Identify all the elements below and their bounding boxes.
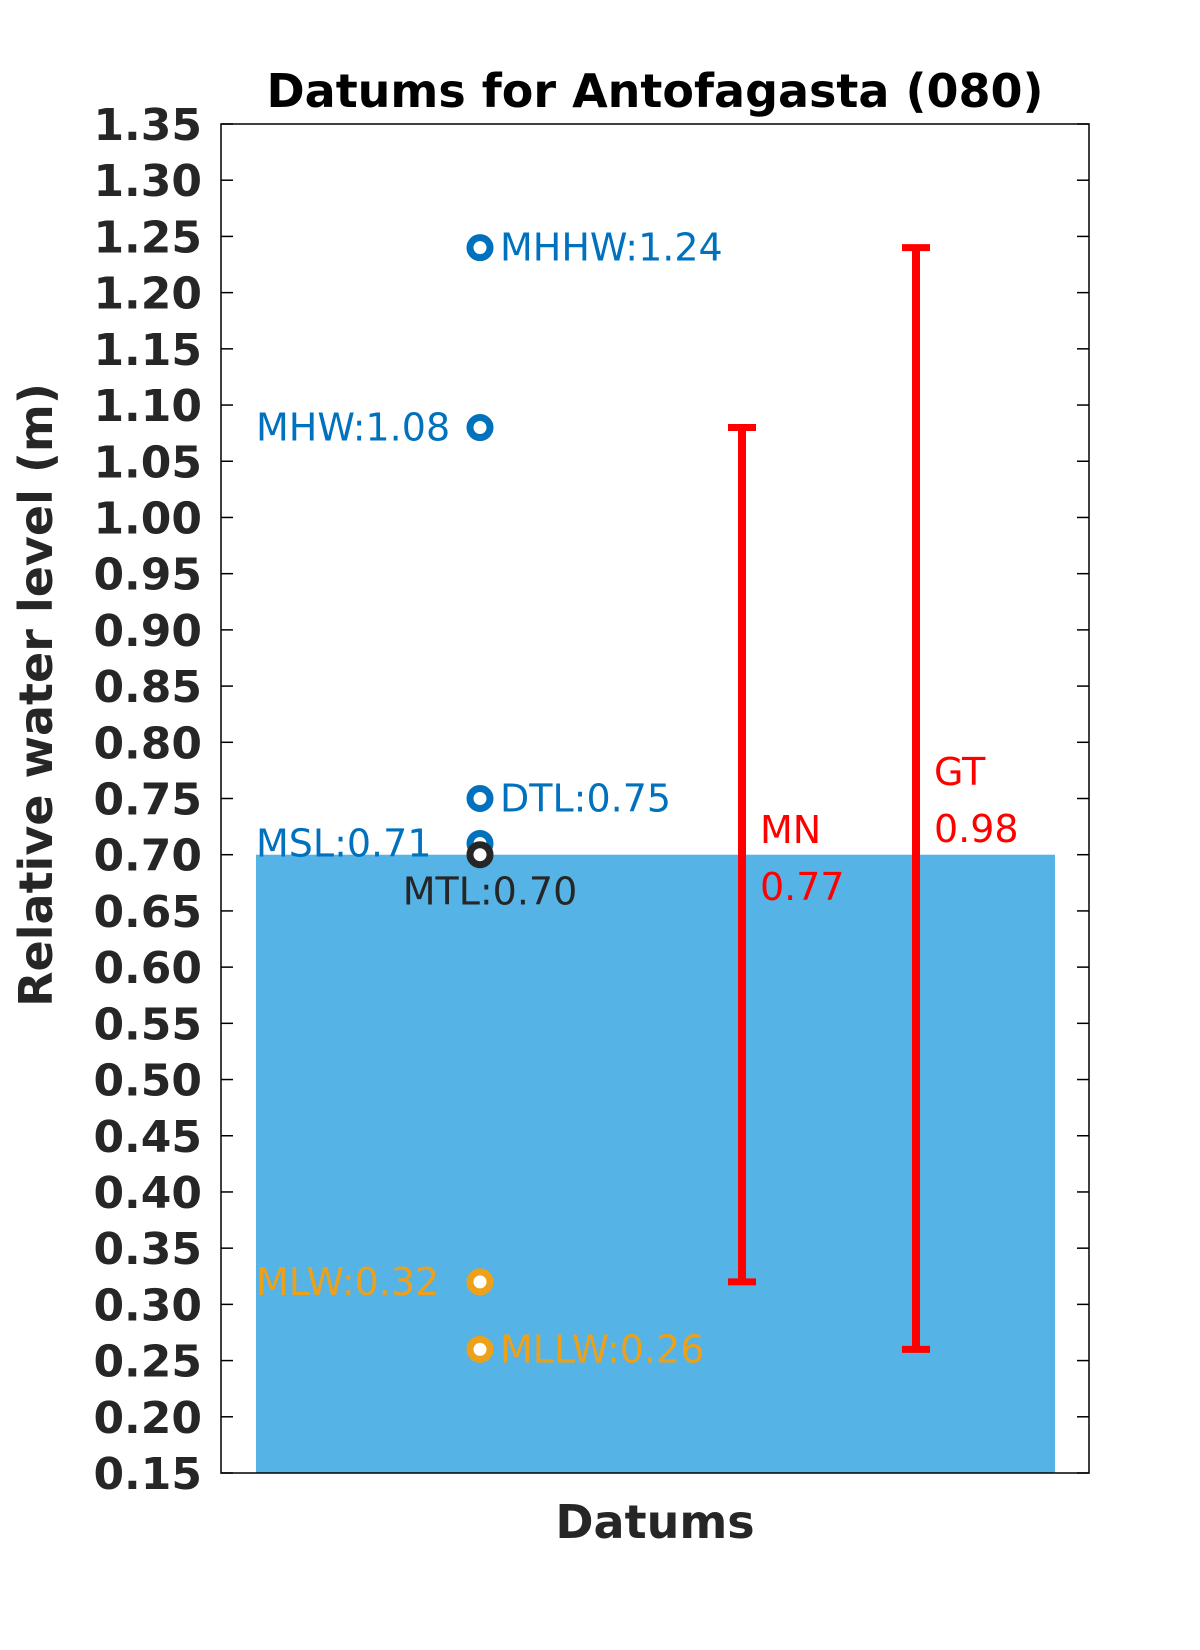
range-label-mn: MN (760, 808, 821, 852)
y-tick-label: 0.30 (93, 1280, 202, 1331)
range-value-mn: 0.77 (760, 865, 845, 909)
marker-dtl (466, 785, 494, 812)
marker-mhhw (466, 234, 494, 262)
y-tick-label: 0.20 (93, 1393, 202, 1444)
datum-label-mhw: MHW:1.08 (256, 406, 450, 450)
y-axis-label: Relative water level (m) (9, 383, 63, 1007)
range-value-gt: 0.98 (934, 807, 1019, 851)
y-tick-label: 0.75 (93, 775, 202, 826)
range-label-gt: GT (934, 750, 986, 794)
chart-title: Datums for Antofagasta (080) (266, 64, 1043, 118)
y-tick-label: 1.05 (93, 437, 202, 488)
marker-mhw (466, 414, 494, 442)
marker-mlw (466, 1268, 494, 1296)
y-tick-label: 0.60 (93, 943, 202, 994)
y-tick-label: 0.50 (93, 1056, 202, 1107)
y-tick-label: 0.25 (93, 1337, 202, 1388)
y-tick-label: 1.30 (93, 156, 202, 207)
y-tick-label: 0.80 (93, 718, 202, 769)
y-tick-label: 1.10 (93, 381, 202, 432)
datum-label-mtl: MTL:0.70 (403, 870, 578, 914)
datum-label-msl: MSL:0.71 (256, 821, 432, 865)
y-tick-label: 0.40 (93, 1168, 202, 1219)
datum-label-mllw: MLLW:0.26 (500, 1327, 704, 1371)
datum-label-mlw: MLW:0.32 (256, 1260, 439, 1304)
y-tick-label: 1.15 (93, 325, 202, 376)
plot-area: 0.150.200.25 0.300.350.400.450.50 0.550.60… (93, 100, 1090, 1500)
datum-label-mhhw: MHHW:1.24 (500, 226, 723, 270)
x-axis-label: Datums (555, 1495, 754, 1549)
y-tick-label: 0.70 (93, 831, 202, 882)
y-tick-label: 0.85 (93, 662, 202, 713)
marker-mllw (466, 1335, 494, 1363)
y-tick-label: 0.45 (93, 1112, 202, 1163)
y-tick-label: 0.15 (93, 1449, 202, 1500)
y-tick-label: 1.25 (93, 212, 202, 263)
y-tick-label: 0.90 (93, 606, 202, 657)
bar-mtl (256, 854, 1055, 1473)
y-tick-label: 1.20 (93, 269, 202, 320)
y-tick-label: 0.55 (93, 999, 202, 1050)
y-tick-label: 1.35 (93, 100, 202, 151)
y-tick-label: 0.65 (93, 887, 202, 938)
y-tick-label: 0.95 (93, 550, 202, 601)
datum-label-dtl: DTL:0.75 (500, 777, 671, 821)
y-tick-label: 0.35 (93, 1224, 202, 1275)
marker-mtl (466, 841, 494, 869)
y-tick-label: 1.00 (93, 493, 202, 544)
